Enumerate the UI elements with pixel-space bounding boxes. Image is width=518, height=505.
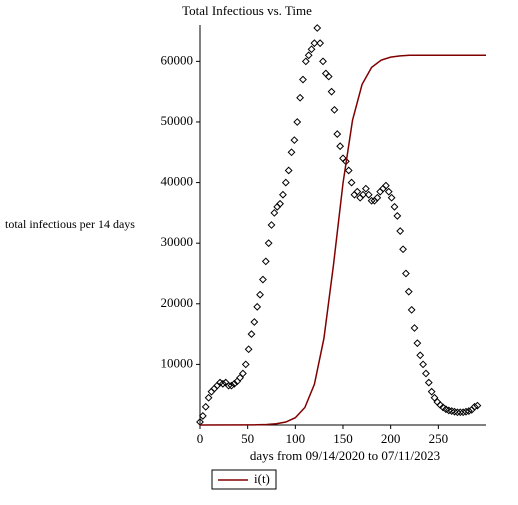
data-point [299,75,307,84]
data-point [319,57,327,66]
data-point [261,257,270,266]
data-point [373,193,382,202]
data-point [276,199,284,208]
y-tick-label: 50000 [161,113,194,128]
data-point [402,269,410,278]
data-point [396,227,405,235]
data-point [204,393,213,402]
data-point [198,412,207,420]
data-point [330,105,339,114]
data-point [450,407,459,416]
data-point [464,407,473,415]
data-point [422,369,430,378]
data-point [387,193,396,202]
data-point [304,51,313,60]
data-point [256,290,264,299]
data-point [399,245,407,254]
data-point [270,208,279,217]
data-point [196,418,204,426]
data-point [393,212,402,220]
legend-label: i(t) [254,471,270,486]
data-point [419,360,427,369]
data-point [447,407,456,415]
data-point [364,190,373,199]
data-point [384,187,393,196]
x-tick-label: 100 [286,431,306,446]
data-point [250,318,259,326]
data-point [381,181,390,190]
data-point [473,401,482,410]
data-point [281,178,290,187]
data-point [444,406,453,415]
data-point [327,87,336,96]
x-tick-label: 0 [197,431,204,446]
data-point [267,221,276,229]
data-point [253,302,262,311]
data-point [301,57,310,66]
data-point [238,369,247,378]
data-point [230,379,239,388]
data-point [259,275,267,284]
data-point [361,184,370,193]
y-tick-label: 30000 [161,234,194,249]
data-point [353,187,362,196]
data-point [404,287,413,296]
line-series [199,54,486,426]
data-point [264,239,273,248]
data-point [344,166,353,175]
y-tick-label: 10000 [161,355,194,370]
data-point [244,345,253,354]
data-point [410,324,419,332]
data-point [390,202,399,211]
data-point [347,178,356,187]
data-point [224,381,233,390]
x-tick-label: 50 [241,431,254,446]
data-point [296,93,305,102]
data-point [241,360,250,369]
data-point [201,402,210,411]
data-point [462,407,470,416]
data-point [470,402,479,411]
data-point [290,136,299,145]
x-tick-label: 250 [429,431,449,446]
data-point [424,378,433,387]
data-point [247,330,256,338]
data-point [336,142,345,151]
data-point [307,45,316,54]
data-point [279,190,287,199]
data-point [427,387,436,396]
y-tick-label: 60000 [161,52,194,67]
y-tick-label: 40000 [161,174,194,189]
x-axis-label: days from 09/14/2020 to 07/11/2023 [250,448,440,463]
data-point [359,190,367,199]
data-point [293,118,302,126]
data-point [287,148,296,157]
x-tick-label: 150 [333,431,353,446]
data-point [453,408,462,417]
data-point [367,196,376,205]
y-tick-label: 20000 [161,295,194,310]
data-point [313,24,322,32]
x-tick-label: 200 [381,431,401,446]
data-point [284,166,293,175]
data-point [333,130,342,138]
data-point [310,39,319,48]
data-point [316,39,325,48]
y-axis-label: total infectious per 14 days [5,217,135,231]
data-point [324,72,333,81]
data-point [407,305,416,314]
data-point [456,408,465,417]
data-point [416,351,425,360]
data-point [218,379,227,388]
chart-title: Total Infectious vs. Time [182,3,312,18]
data-point [413,339,422,348]
data-point [227,381,236,390]
